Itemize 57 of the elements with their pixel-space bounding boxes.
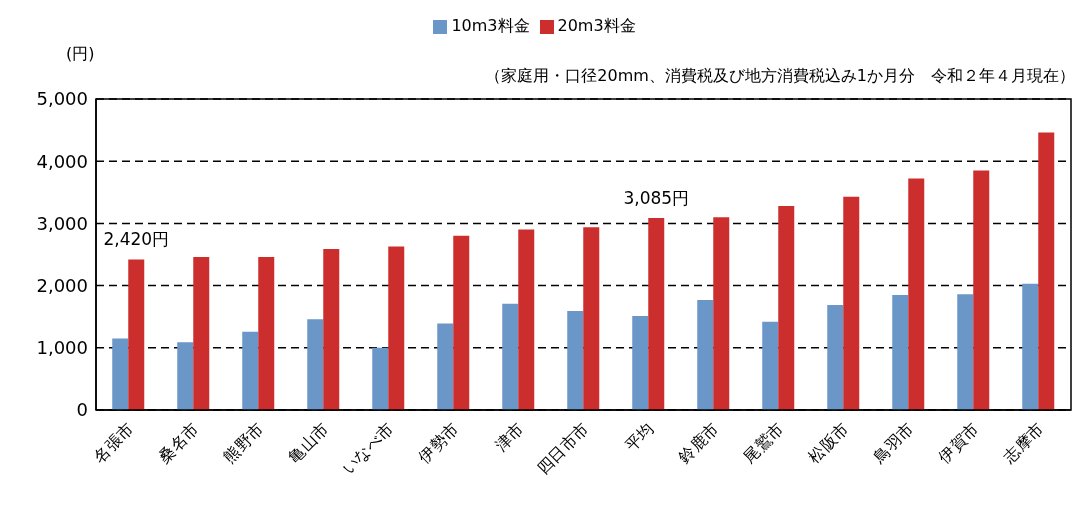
x-tick-label: 熊野市 <box>219 419 267 467</box>
x-tick-label: 伊賀市 <box>934 419 982 467</box>
bar <box>258 256 275 410</box>
bar <box>307 319 324 410</box>
x-tick-label: 津市 <box>490 419 527 456</box>
data-label: 3,085円 <box>623 188 690 209</box>
bar <box>762 321 779 410</box>
x-tick-label: 名張市 <box>89 419 137 467</box>
bar <box>697 299 714 410</box>
y-tick-label: 5,000 <box>36 88 88 110</box>
bar <box>453 235 470 410</box>
x-tick-label: 平均 <box>620 419 657 456</box>
data-label: 2,420円 <box>103 229 170 250</box>
x-tick-label: 松阪市 <box>804 419 852 467</box>
x-tick-label: 志摩市 <box>999 419 1047 467</box>
bar <box>372 347 389 410</box>
bar <box>583 227 600 410</box>
bar <box>908 178 925 410</box>
y-tick-label: 3,000 <box>36 212 88 234</box>
bar <box>632 316 649 410</box>
x-tick-label: 鈴鹿市 <box>674 419 722 467</box>
bar <box>177 342 194 410</box>
bar <box>323 248 340 410</box>
chart-subtitle: （家庭用・口径20mm、消費税及び地方消費税込み1か月分 令和２年４月現在） <box>485 66 1075 87</box>
bar <box>518 229 535 410</box>
x-tick-label: 桑名市 <box>154 419 202 467</box>
x-tick-label: 亀山市 <box>284 419 332 467</box>
bar <box>388 246 405 410</box>
x-tick-label: 尾鷲市 <box>739 419 787 467</box>
legend-label: 10m3料金 <box>451 16 530 35</box>
bar <box>112 338 129 410</box>
bar <box>648 218 665 410</box>
bar <box>193 256 210 410</box>
bar <box>843 196 860 410</box>
x-tick-label: 鳥羽市 <box>868 419 917 468</box>
bar <box>242 331 259 410</box>
bar <box>1022 283 1039 410</box>
y-axis-title: (円) <box>66 44 95 65</box>
bar <box>128 259 145 410</box>
y-tick-label: 2,000 <box>36 274 88 296</box>
bar <box>713 217 730 410</box>
x-tick-label: 四日市市 <box>533 419 592 478</box>
bar <box>567 311 584 410</box>
bar <box>957 294 974 410</box>
x-tick-label: いなべ市 <box>338 419 397 478</box>
legend-label: 20m3料金 <box>557 16 636 35</box>
bar <box>502 303 519 410</box>
y-tick-label: 0 <box>76 399 88 421</box>
bar <box>437 323 454 410</box>
y-tick-label: 4,000 <box>36 150 88 172</box>
bar <box>892 294 909 410</box>
bar <box>1038 132 1055 410</box>
y-tick-label: 1,000 <box>36 337 88 359</box>
x-tick-label: 伊勢市 <box>414 419 462 467</box>
bar <box>973 170 990 410</box>
bar <box>778 205 795 410</box>
bar <box>827 304 844 410</box>
